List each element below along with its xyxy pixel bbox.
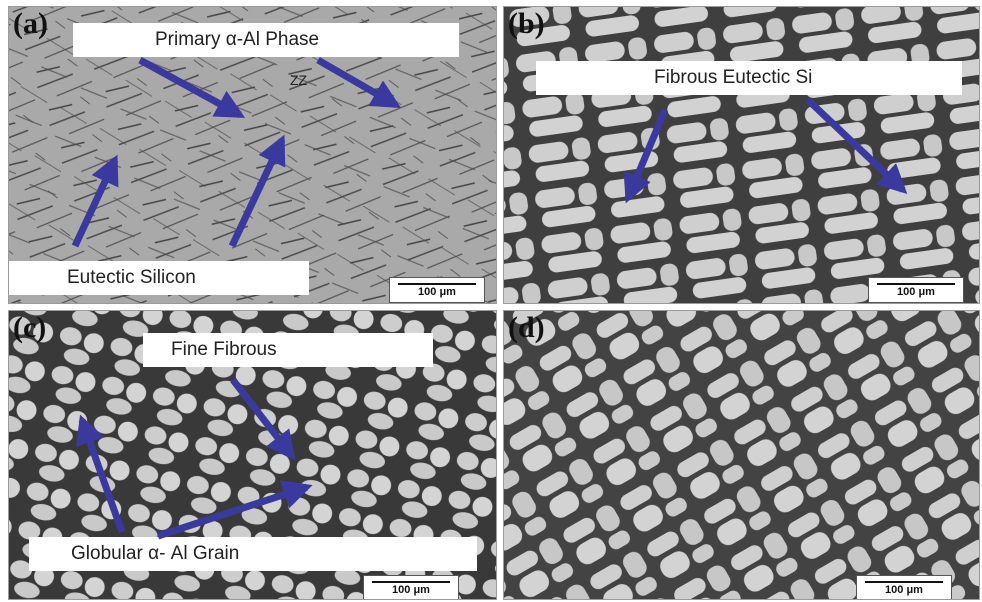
scale-bar-d: 100 μm <box>856 575 952 599</box>
micrograph-texture-d <box>504 311 979 599</box>
panel-label-a: (a) <box>13 7 48 40</box>
scale-bar-text: 100 μm <box>885 584 923 596</box>
scale-bar-a: 100 μm <box>389 277 485 303</box>
panel-label-c: (c) <box>13 311 47 344</box>
micrograph-panel-d: (d) 100 μm <box>503 310 980 600</box>
scale-bar-line <box>398 283 476 285</box>
micrograph-panel-c: (c) Fine Fibrous Globular α- Al Grain 10… <box>8 310 497 600</box>
micrograph-panel-b: (b) Fibrous Eutectic Si 100 μm <box>503 6 980 304</box>
micrograph-texture-b <box>504 7 979 303</box>
micrograph-panel-a: (a) Primary α-Al Phase Eutectic Silicon … <box>8 6 497 304</box>
scale-bar-c: 100 μm <box>363 575 459 599</box>
callout-primary-al-phase: Primary α-Al Phase <box>73 23 459 57</box>
scale-bar-text: 100 μm <box>897 286 935 298</box>
scale-bar-line <box>865 581 943 583</box>
zz-mark: ZZ <box>290 72 308 88</box>
panel-label-b: (b) <box>508 7 545 40</box>
scale-bar-text: 100 μm <box>418 286 456 298</box>
callout-eutectic-silicon: Eutectic Silicon <box>9 261 309 295</box>
scale-bar-b: 100 μm <box>868 277 964 303</box>
scale-bar-line <box>877 283 955 285</box>
callout-fibrous-eutectic-si: Fibrous Eutectic Si <box>536 61 962 95</box>
callout-globular-al-grain: Globular α- Al Grain <box>29 537 477 571</box>
scale-bar-text: 100 μm <box>392 584 430 596</box>
panel-label-d: (d) <box>508 311 545 344</box>
scale-bar-line <box>372 581 450 583</box>
callout-fine-fibrous: Fine Fibrous <box>143 333 433 367</box>
